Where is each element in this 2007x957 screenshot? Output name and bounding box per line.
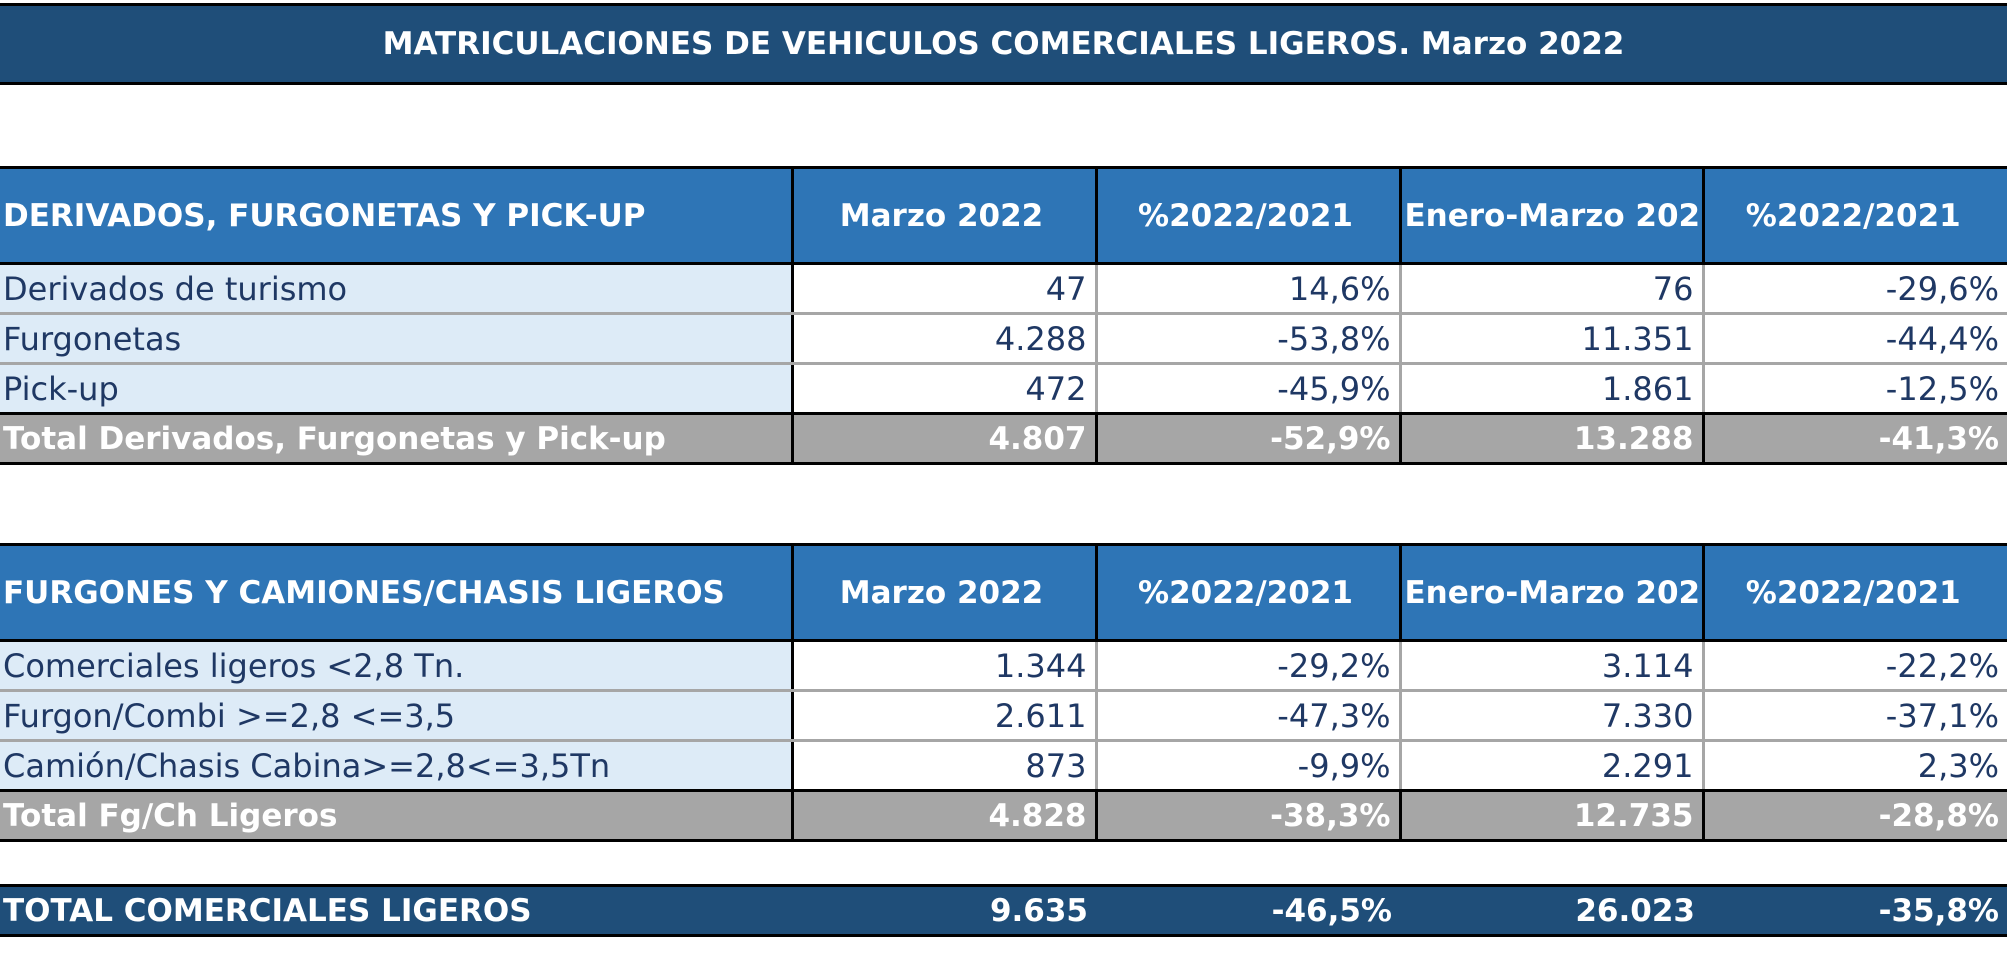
cell-marzo: 4.288	[790, 313, 1096, 365]
cell-pct-ytd: 2,3%	[1701, 740, 2007, 792]
grand-total-label: TOTAL COMERCIALES LIGEROS	[0, 884, 792, 937]
cell-pct-month: -29,2%	[1094, 640, 1400, 692]
table-header-row: FURGONES Y CAMIONES/CHASIS LIGEROS Marzo…	[0, 543, 2007, 642]
row-label: Camión/Chasis Cabina>=2,8<=3,5Tn	[0, 740, 792, 792]
section-header-label: DERIVADOS, FURGONETAS Y PICK-UP	[0, 166, 792, 265]
total-enero-marzo: 13.288	[1398, 413, 1703, 465]
cell-pct-ytd: -22,2%	[1701, 640, 2007, 692]
cell-pct-ytd: -12,5%	[1701, 363, 2007, 415]
col-header-pct-month: %2022/2021	[1094, 543, 1400, 642]
cell-pct-month: -47,3%	[1094, 690, 1400, 742]
total-enero-marzo: 12.735	[1398, 790, 1703, 842]
total-pct-ytd: -28,8%	[1701, 790, 2007, 842]
cell-enero-marzo: 3.114	[1398, 640, 1703, 692]
cell-marzo: 1.344	[790, 640, 1096, 692]
cell-pct-month: -9,9%	[1094, 740, 1400, 792]
cell-marzo: 2.611	[790, 690, 1096, 742]
table-row: Camión/Chasis Cabina>=2,8<=3,5Tn 873 -9,…	[0, 740, 2007, 792]
col-header-pct-month: %2022/2021	[1094, 166, 1400, 265]
col-header-pct-ytd: %2022/2021	[1701, 166, 2007, 265]
row-label: Comerciales ligeros <2,8 Tn.	[0, 640, 792, 692]
grand-total-row: TOTAL COMERCIALES LIGEROS 9.635 -46,5% 2…	[0, 884, 2007, 937]
col-header-pct-ytd: %2022/2021	[1701, 543, 2007, 642]
table-row: Furgon/Combi >=2,8 <=3,5 2.611 -47,3% 7.…	[0, 690, 2007, 742]
total-label: Total Fg/Ch Ligeros	[0, 790, 792, 842]
row-label: Pick-up	[0, 363, 792, 415]
total-row: Total Fg/Ch Ligeros 4.828 -38,3% 12.735 …	[0, 790, 2007, 842]
cell-marzo: 47	[790, 263, 1096, 315]
section-header-label: FURGONES Y CAMIONES/CHASIS LIGEROS	[0, 543, 792, 642]
cell-marzo: 873	[790, 740, 1096, 792]
total-marzo: 4.807	[790, 413, 1096, 465]
report-title: MATRICULACIONES DE VEHICULOS COMERCIALES…	[0, 3, 2007, 85]
cell-pct-month: 14,6%	[1094, 263, 1400, 315]
section-table-furgones: FURGONES Y CAMIONES/CHASIS LIGEROS Marzo…	[0, 543, 2007, 842]
table-row: Pick-up 472 -45,9% 1.861 -12,5%	[0, 363, 2007, 415]
grand-total-pct-month: -46,5%	[1096, 884, 1400, 937]
cell-pct-month: -45,9%	[1094, 363, 1400, 415]
cell-pct-month: -53,8%	[1094, 313, 1400, 365]
section-table-derivados: DERIVADOS, FURGONETAS Y PICK-UP Marzo 20…	[0, 166, 2007, 465]
table-row: Comerciales ligeros <2,8 Tn. 1.344 -29,2…	[0, 640, 2007, 692]
row-label: Furgonetas	[0, 313, 792, 365]
total-pct-month: -52,9%	[1094, 413, 1400, 465]
grand-total-enero-marzo: 26.023	[1400, 884, 1703, 937]
table-row: Derivados de turismo 47 14,6% 76 -29,6%	[0, 263, 2007, 315]
row-label: Furgon/Combi >=2,8 <=3,5	[0, 690, 792, 742]
grand-total-table: TOTAL COMERCIALES LIGEROS 9.635 -46,5% 2…	[0, 884, 2007, 937]
col-header-enero-marzo: Enero-Marzo 2022	[1398, 166, 1703, 265]
cell-enero-marzo: 1.861	[1398, 363, 1703, 415]
cell-pct-ytd: -44,4%	[1701, 313, 2007, 365]
cell-enero-marzo: 76	[1398, 263, 1703, 315]
total-pct-month: -38,3%	[1094, 790, 1400, 842]
cell-pct-ytd: -29,6%	[1701, 263, 2007, 315]
total-label: Total Derivados, Furgonetas y Pick-up	[0, 413, 792, 465]
grand-total-marzo: 9.635	[792, 884, 1096, 937]
cell-enero-marzo: 2.291	[1398, 740, 1703, 792]
cell-enero-marzo: 11.351	[1398, 313, 1703, 365]
row-label: Derivados de turismo	[0, 263, 792, 315]
col-header-marzo: Marzo 2022	[790, 543, 1096, 642]
cell-enero-marzo: 7.330	[1398, 690, 1703, 742]
table-row: Furgonetas 4.288 -53,8% 11.351 -44,4%	[0, 313, 2007, 365]
cell-pct-ytd: -37,1%	[1701, 690, 2007, 742]
grand-total-pct-ytd: -35,8%	[1703, 884, 2007, 937]
cell-marzo: 472	[790, 363, 1096, 415]
total-row: Total Derivados, Furgonetas y Pick-up 4.…	[0, 413, 2007, 465]
col-header-marzo: Marzo 2022	[790, 166, 1096, 265]
total-marzo: 4.828	[790, 790, 1096, 842]
col-header-enero-marzo: Enero-Marzo 2022	[1398, 543, 1703, 642]
table-header-row: DERIVADOS, FURGONETAS Y PICK-UP Marzo 20…	[0, 166, 2007, 265]
total-pct-ytd: -41,3%	[1701, 413, 2007, 465]
